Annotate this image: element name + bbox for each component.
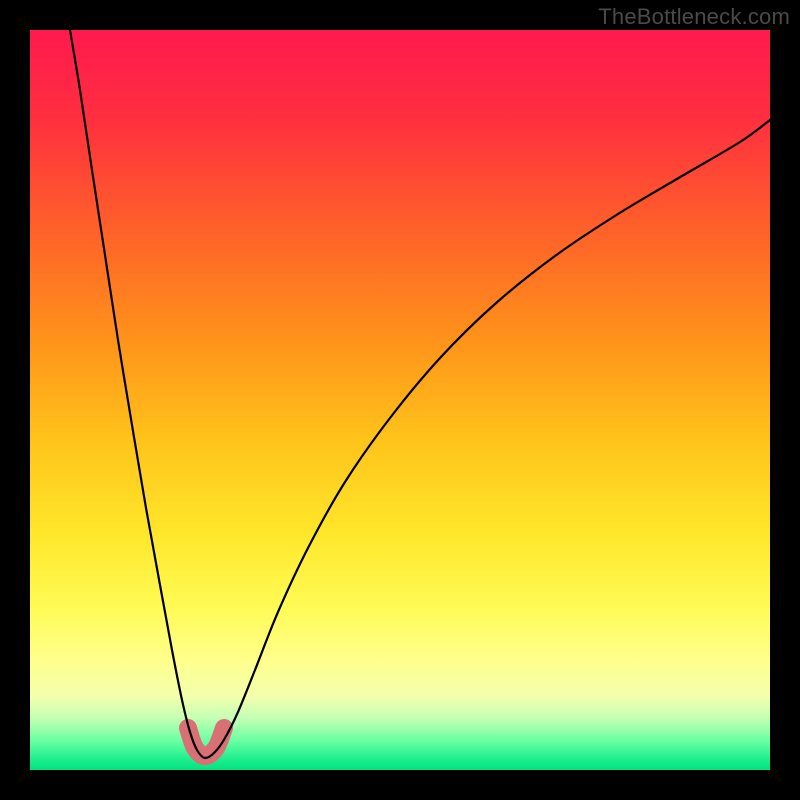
frame-border-left — [0, 0, 30, 800]
plot-background — [30, 30, 770, 770]
chart-frame: TheBottleneck.com — [0, 0, 800, 800]
frame-border-right — [770, 0, 800, 800]
bottleneck-chart — [0, 0, 800, 800]
source-watermark: TheBottleneck.com — [598, 4, 790, 30]
frame-border-bottom — [0, 770, 800, 800]
